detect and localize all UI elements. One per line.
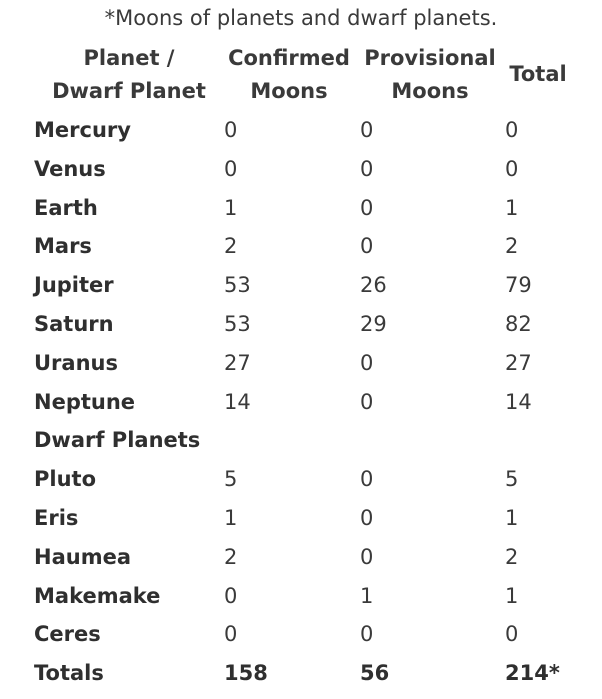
table-row: Dwarf Planets <box>0 421 602 459</box>
row-provisional: 0 <box>360 196 374 220</box>
row-confirmed: 0 <box>224 584 238 608</box>
totals-row: Totals 158 56 214* <box>0 654 602 692</box>
row-confirmed: 2 <box>224 234 238 258</box>
row-provisional: 0 <box>360 118 374 142</box>
row-provisional: 0 <box>360 467 374 491</box>
row-total: 5 <box>505 467 519 491</box>
table-row: Ceres 0 0 0 <box>0 615 602 653</box>
row-provisional: 0 <box>360 545 374 569</box>
totals-total: 214* <box>505 661 560 685</box>
row-confirmed: 1 <box>224 506 238 530</box>
row-provisional: 1 <box>360 584 374 608</box>
row-name: Dwarf Planets <box>34 428 201 452</box>
row-name: Neptune <box>34 390 136 414</box>
totals-provisional: 56 <box>360 661 390 685</box>
row-confirmed: 5 <box>224 467 238 491</box>
row-provisional: 0 <box>360 390 374 414</box>
row-total: 79 <box>505 273 532 297</box>
row-confirmed: 27 <box>224 351 251 375</box>
row-confirmed: 53 <box>224 312 251 336</box>
header-confirmed-line1: Confirmed <box>228 46 350 70</box>
header-provisional-line1: Provisional <box>364 46 496 70</box>
header-total: Total <box>500 58 576 91</box>
row-name: Haumea <box>34 545 131 569</box>
table-row: Neptune 14 0 14 <box>0 383 602 421</box>
header-provisional-line2: Moons <box>391 79 469 103</box>
row-total: 0 <box>505 118 519 142</box>
row-provisional: 0 <box>360 351 374 375</box>
row-name: Mercury <box>34 118 131 142</box>
table-row: Makemake 0 1 1 <box>0 577 602 615</box>
row-provisional: 26 <box>360 273 387 297</box>
row-name: Jupiter <box>34 273 114 297</box>
table-row: Uranus 27 0 27 <box>0 344 602 382</box>
row-provisional: 29 <box>360 312 387 336</box>
row-total: 0 <box>505 157 519 181</box>
table-row: Saturn 53 29 82 <box>0 305 602 343</box>
row-total: 1 <box>505 584 519 608</box>
row-total: 2 <box>505 234 519 258</box>
row-total: 0 <box>505 622 519 646</box>
totals-label: Totals <box>34 661 104 685</box>
header-planet-line1: Planet / <box>83 46 175 70</box>
row-confirmed: 14 <box>224 390 251 414</box>
row-provisional: 0 <box>360 234 374 258</box>
row-name: Saturn <box>34 312 114 336</box>
row-name: Uranus <box>34 351 118 375</box>
row-total: 27 <box>505 351 532 375</box>
table-row: Mercury 0 0 0 <box>0 111 602 149</box>
row-confirmed: 53 <box>224 273 251 297</box>
row-name: Eris <box>34 506 79 530</box>
row-confirmed: 0 <box>224 622 238 646</box>
header-confirmed-line2: Moons <box>250 79 328 103</box>
row-confirmed: 0 <box>224 118 238 142</box>
row-name: Pluto <box>34 467 97 491</box>
table-row: Haumea 2 0 2 <box>0 538 602 576</box>
totals-confirmed: 158 <box>224 661 268 685</box>
row-name: Makemake <box>34 584 161 608</box>
table-row: Eris 1 0 1 <box>0 499 602 537</box>
row-provisional: 0 <box>360 506 374 530</box>
table-row: Earth 1 0 1 <box>0 189 602 227</box>
header-total-line1: Total <box>509 62 567 86</box>
row-name: Mars <box>34 234 92 258</box>
row-confirmed: 1 <box>224 196 238 220</box>
row-total: 14 <box>505 390 532 414</box>
row-confirmed: 0 <box>224 157 238 181</box>
table-row: Venus 0 0 0 <box>0 150 602 188</box>
row-total: 82 <box>505 312 532 336</box>
header-planet: Planet / Dwarf Planet <box>44 42 214 108</box>
header-provisional: Provisional Moons <box>362 42 498 108</box>
row-name: Earth <box>34 196 98 220</box>
row-provisional: 0 <box>360 622 374 646</box>
row-total: 1 <box>505 506 519 530</box>
row-name: Venus <box>34 157 106 181</box>
row-provisional: 0 <box>360 157 374 181</box>
row-total: 2 <box>505 545 519 569</box>
row-confirmed: 2 <box>224 545 238 569</box>
table-caption: *Moons of planets and dwarf planets. <box>104 6 498 30</box>
row-total: 1 <box>505 196 519 220</box>
header-planet-line2: Dwarf Planet <box>52 79 206 103</box>
table-row: Pluto 5 0 5 <box>0 460 602 498</box>
table-row: Mars 2 0 2 <box>0 227 602 265</box>
row-name: Ceres <box>34 622 101 646</box>
table-row: Jupiter 53 26 79 <box>0 266 602 304</box>
header-confirmed: Confirmed Moons <box>222 42 356 108</box>
